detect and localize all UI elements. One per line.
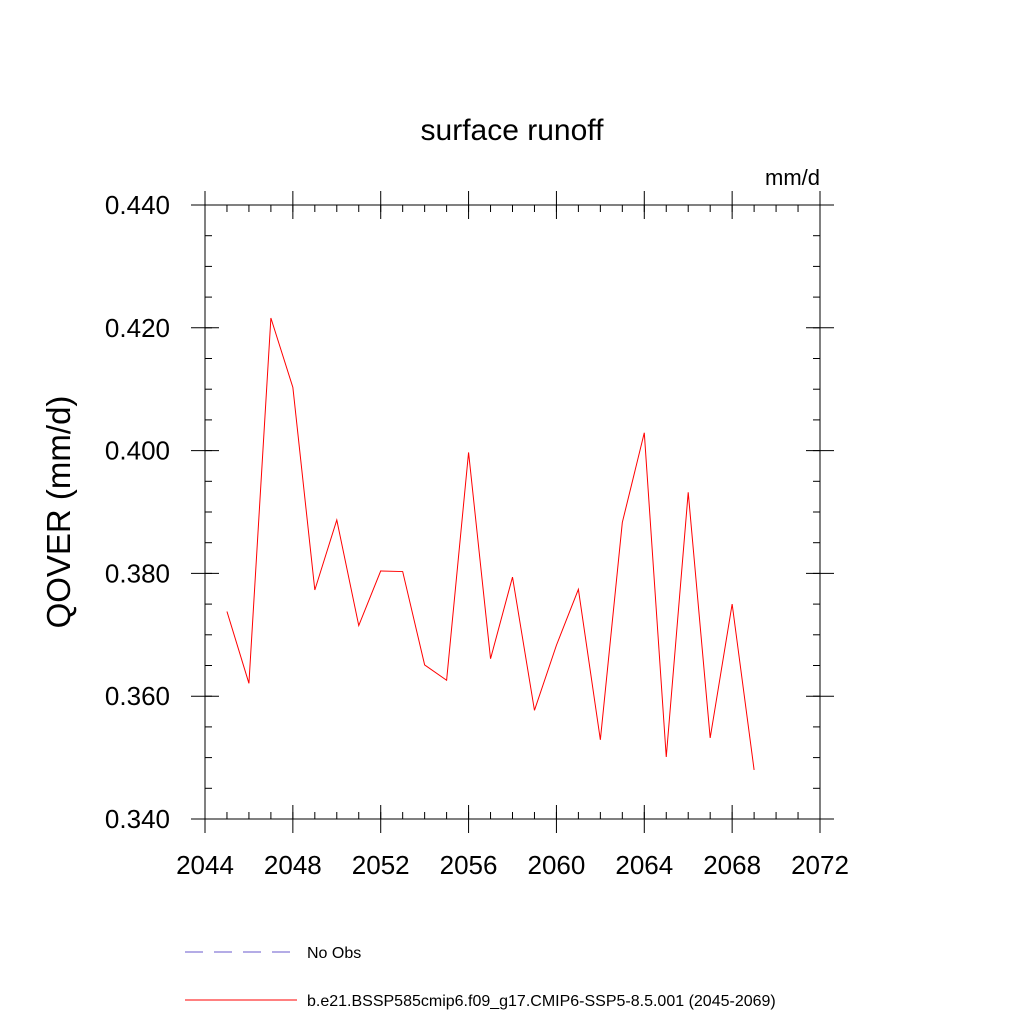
x-tick-label: 2052 bbox=[352, 850, 410, 880]
series-layer bbox=[227, 318, 754, 770]
legend-label-no-obs: No Obs bbox=[307, 945, 361, 962]
y-tick-label: 0.340 bbox=[105, 804, 170, 834]
x-tick-label: 2056 bbox=[440, 850, 498, 880]
series-line bbox=[227, 318, 754, 770]
legend: No Obs b.e21.BSSP585cmip6.f09_g17.CMIP6-… bbox=[185, 945, 776, 1010]
legend-label-model-run: b.e21.BSSP585cmip6.f09_g17.CMIP6-SSP5-8.… bbox=[307, 993, 776, 1010]
x-tick-label: 2048 bbox=[264, 850, 322, 880]
y-tick-label: 0.360 bbox=[105, 681, 170, 711]
y-tick-label: 0.420 bbox=[105, 313, 170, 343]
chart-title: surface runoff bbox=[421, 114, 605, 147]
x-tick-label: 2060 bbox=[528, 850, 586, 880]
y-axis-label: QOVER (mm/d) bbox=[40, 396, 77, 629]
y-tick-label: 0.380 bbox=[105, 558, 170, 588]
y-tick-label: 0.400 bbox=[105, 436, 170, 466]
x-tick-label: 2072 bbox=[791, 850, 849, 880]
x-tick-label: 2068 bbox=[703, 850, 761, 880]
units-label: mm/d bbox=[765, 165, 820, 190]
x-tick-label: 2044 bbox=[176, 850, 234, 880]
y-tick-label: 0.440 bbox=[105, 190, 170, 220]
x-tick-label: 2064 bbox=[615, 850, 673, 880]
plot-frame bbox=[205, 205, 820, 819]
